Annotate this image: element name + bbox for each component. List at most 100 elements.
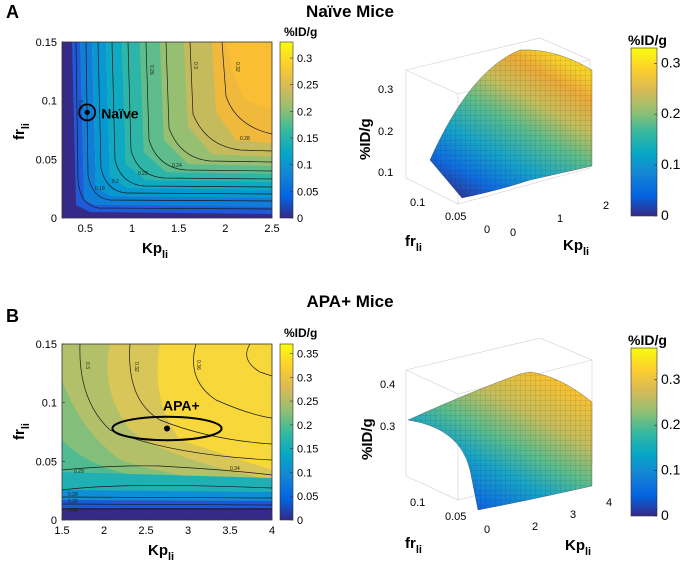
apa-y-axis-label: frli [11, 423, 32, 440]
naive-surface-x-label-main: Kp [563, 237, 583, 254]
apa-x-tick-label: 2.5 [138, 525, 153, 537]
apa-surface-colorbar-tick-label: 0.3 [661, 371, 681, 387]
naive-contour-colorbar-tick-label: 0.3 [297, 53, 312, 65]
apa-surface-colorbar-tick-label: 0.2 [661, 416, 681, 432]
naive-x-tick-label: 2.5 [264, 223, 279, 235]
apa-contour-colorbar-tick-label: 0.15 [297, 444, 318, 456]
apa-contour-colorbar-tick-label: 0.05 [297, 491, 318, 503]
naive-surface-colorbar-tick-label: 0.2 [661, 105, 681, 121]
apa-surface-z-tick: 0.4 [380, 379, 395, 391]
apa-surface-x-tick: 4 [606, 497, 612, 509]
naive-surface-y-label: frli [405, 233, 422, 254]
naive-surface-y-label-main: fr [405, 233, 416, 250]
apa-x-axis-label: Kpli [148, 542, 174, 563]
apa-contour-colorbar-tick-label: 0.3 [297, 372, 312, 384]
naive-contour-label: 0.28 [240, 136, 250, 142]
naive-contour-label: 0.26 [148, 65, 154, 75]
naive-surface-colorbar-tick-label: 0.1 [661, 156, 681, 172]
apa-contour-label: 0.32 [133, 362, 139, 372]
apa-surface-z-label: %ID/g [359, 418, 376, 460]
apa-y-axis-label-main: fr [11, 429, 28, 440]
apa-contour-label: 0.36 [195, 360, 201, 370]
naive-surface-x-label-sub: li [583, 246, 589, 258]
apa-annotation-label: APA+ [163, 397, 200, 413]
apa-surface-y-tick: 0 [484, 524, 490, 536]
apa-contour-label: 0.28 [68, 492, 78, 498]
naive-contour-colorbar-tick-label: 0.2 [297, 106, 312, 118]
panel-b-title: APA+ Mice [306, 292, 394, 311]
naive-y-tick-label: 0.1 [42, 96, 57, 108]
naive-x-axis-label: Kpli [142, 240, 168, 261]
apa-contour-label: 0.3 [84, 362, 90, 369]
apa-surface-colorbar [630, 347, 658, 517]
apa-contour-label: 0.26 [68, 499, 78, 505]
apa-surface-x-label-main: Kp [565, 537, 585, 554]
naive-surface-y-tick: 0 [484, 224, 490, 236]
naive-surface-z-tick: 0.2 [378, 126, 393, 138]
apa-contour-label: 0.24 [68, 508, 78, 514]
naive-surface-colorbar-tick-label: 0.3 [661, 54, 681, 70]
apa-x-tick-label: 3 [185, 525, 191, 537]
apa-y-tick-label: 0.15 [36, 339, 57, 351]
naive-y-axis-label-sub: li [20, 123, 32, 129]
naive-contour-colorbar-title: %ID/g [284, 25, 317, 39]
naive-x-tick-label: 0.5 [78, 223, 93, 235]
naive-contour-colorbar-tick-label: 0.1 [297, 160, 312, 172]
naive-contour-label: 0.24 [172, 163, 182, 169]
apa-surface-y-label: frli [405, 535, 422, 556]
naive-x-tick-label: 2 [222, 223, 228, 235]
apa-marker-ellipse [111, 415, 223, 442]
naive-contour-colorbar-tick-label: 0.05 [297, 186, 318, 198]
naive-contour-colorbar-tick-label: 0 [297, 213, 303, 225]
naive-surface-y-tick: 0.05 [445, 211, 466, 223]
apa-surface-z-tick: 0.3 [380, 421, 395, 433]
apa-contour-colorbar-tick-label: 0.35 [297, 349, 318, 361]
apa-surface-x-tick: 2 [532, 521, 538, 533]
panel-a-title: Naïve Mice [306, 2, 394, 21]
apa-surface-x-tick: 3 [570, 509, 576, 521]
naive-contour-label: 0.3 [192, 62, 198, 69]
naive-contour-label: 0.2 [112, 179, 119, 185]
naive-contour-label: 0.32 [234, 62, 240, 72]
apa-surface-y-label-sub: li [416, 544, 422, 556]
panel-b-letter: B [6, 306, 19, 326]
naive-surface-x-tick: 1 [557, 213, 563, 225]
apa-y-tick-label: 0 [51, 515, 57, 527]
naive-y-axis-label-main: fr [11, 129, 28, 140]
apa-x-tick-label: 2 [101, 525, 107, 537]
apa-contour-colorbar-tick-label: 0.25 [297, 396, 318, 408]
apa-surface-colorbar-tick-label: 0.1 [661, 462, 681, 478]
apa-x-tick-label: 1.5 [54, 525, 69, 537]
naive-contour-label: 0.18 [95, 186, 105, 192]
naive-surface-chart: 0.3 0.2 0.1 %ID/g 0.1 0.05 0 frli 0 1 2 … [357, 32, 681, 258]
naive-x-tick-label: 1 [129, 223, 135, 235]
naive-contour-colorbar-tick-label: 0.25 [297, 80, 318, 92]
naive-annotation-label: Naïve [101, 105, 139, 121]
apa-surface-chart: 0.4 0.3 %ID/g 0.1 0.05 0 frli 2 3 4 Kpli… [359, 332, 681, 558]
naive-x-tick-label: 1.5 [171, 223, 186, 235]
naive-x-axis-label-sub: li [162, 249, 168, 261]
apa-x-axis-label-main: Kp [148, 542, 168, 559]
apa-contour-chart: 0.24 0.26 0.28 0.29 0.3 0.32 0.34 0.36 1… [11, 326, 318, 563]
apa-marker-dot [164, 425, 170, 432]
apa-contour-colorbar-tick-label: 0.2 [297, 420, 312, 432]
naive-surface-x-tick: 0 [510, 227, 516, 239]
naive-surface-colorbar-tick-label: 0 [661, 207, 669, 223]
naive-contour-colorbar [279, 41, 294, 219]
naive-surface-colorbar-title: %ID/g [628, 32, 667, 48]
apa-y-tick-label: 0.05 [36, 456, 57, 468]
naive-x-axis-label-main: Kp [142, 240, 162, 257]
naive-surface-y-label-sub: li [416, 242, 422, 254]
apa-contour-colorbar [279, 343, 294, 521]
apa-surface-y-tick: 0.05 [445, 511, 466, 523]
naive-y-tick-label: 0.15 [36, 37, 57, 49]
apa-y-tick-label: 0.1 [42, 398, 57, 410]
naive-surface-colorbar [630, 47, 658, 217]
apa-surface-x-label: Kpli [565, 537, 591, 558]
naive-contour-label: 0.22 [138, 171, 148, 177]
naive-surface-z-tick: 0.3 [378, 84, 393, 96]
apa-contour-colorbar-title: %ID/g [284, 326, 317, 340]
naive-contour-colorbar-tick-label: 0.15 [297, 133, 318, 145]
apa-surface-colorbar-tick-label: 0 [661, 507, 669, 523]
apa-contour-colorbar-tick-label: 0 [297, 515, 303, 527]
